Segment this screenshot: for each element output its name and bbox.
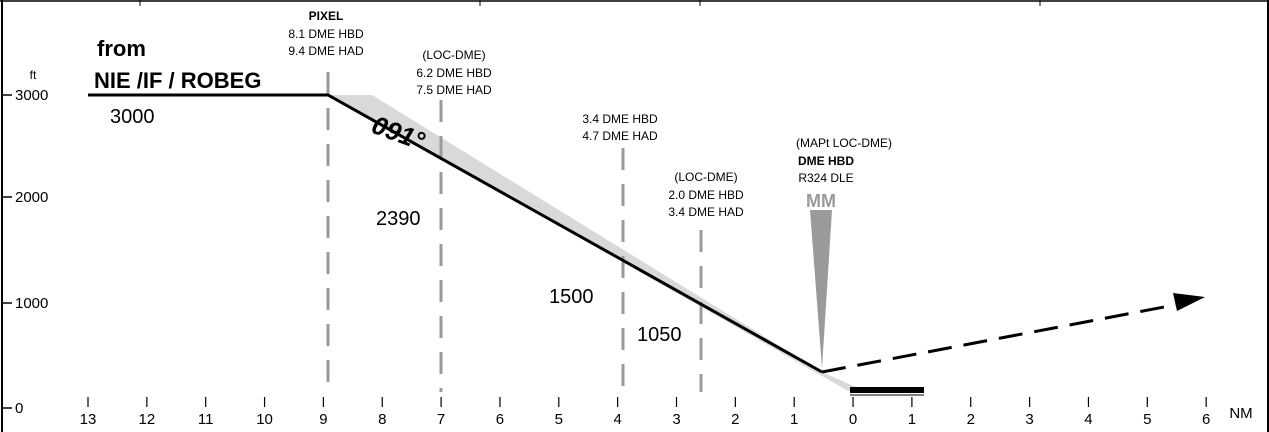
altitude-tick-label: 2000 [15,189,48,206]
altitude-tick-label: 3000 [15,87,48,104]
altitude-unit: ft [30,68,37,82]
distance-tick-label: 9 [319,411,327,428]
distance-tick-label: 2 [731,411,739,428]
from-label: from [97,36,146,61]
distance-tick-label: 13 [80,411,97,428]
missed-approach-path [821,302,1181,374]
distance-tick-label: 6 [1202,411,1210,428]
fix-label-line: 8.1 DME HBD [288,27,364,41]
fix-label-3-4: 3.4 DME HBD 4.7 DME HAD [582,112,658,143]
distance-tick-label: 10 [256,411,273,428]
altitude-axis: 3000 2000 1000 0 [2,87,48,417]
fix-label-line: (LOC-DME) [422,48,485,62]
fix-label-line: 3.4 DME HBD [582,112,658,126]
initial-altitude-label: 3000 [110,106,155,128]
fix-label-line: 7.5 DME HAD [416,83,492,97]
distance-tick-label: 3 [1025,411,1033,428]
fix-label-line: 9.4 DME HAD [288,44,364,58]
fix-label-loc-dme-6-2: (LOC-DME) 6.2 DME HBD 7.5 DME HAD [416,48,492,97]
fix-label-loc-dme-2-0: (LOC-DME) 2.0 DME HBD 3.4 DME HAD [668,170,744,219]
approach-profile-line [88,93,823,374]
distance-tick-label: 5 [555,411,563,428]
distance-tick-label: 0 [849,411,857,428]
fix-label-line: 3.4 DME HAD [668,205,744,219]
fix-label-line: (MAPt LOC-DME) [796,136,892,150]
distance-tick-label: 8 [378,411,386,428]
altitude-tick-label: 1000 [15,295,48,312]
fix-label-line: 2.0 DME HBD [668,188,744,202]
altitude-tick-label: 0 [15,400,23,417]
distance-tick-label: 4 [1084,411,1092,428]
fix-label-line: 4.7 DME HAD [582,129,658,143]
middle-marker-icon [810,210,832,368]
distance-tick-label: 1 [908,411,916,428]
distance-tick-label: 3 [672,411,680,428]
crossing-altitude-label: 2390 [376,208,421,230]
distance-unit: NM [1229,405,1252,422]
fix-label-line: PIXEL [309,9,344,23]
distance-tick-label: 4 [613,411,621,428]
distance-tick-label: 11 [198,411,214,428]
runway-bar [850,387,924,393]
distance-axis: 13 12 11 10 9 8 7 6 5 4 3 2 1 0 1 2 3 4 5 6 [80,397,1210,428]
fix-label-line: 6.2 DME HBD [416,66,492,80]
distance-tick-label: 5 [1143,411,1151,428]
distance-tick-label: 6 [496,411,504,428]
distance-tick-label: 12 [139,411,156,428]
crossing-altitude-label: 1500 [549,286,594,308]
fix-label-line: (LOC-DME) [674,170,737,184]
middle-marker-label: MM [806,191,836,211]
fix-label-line: DME HBD [798,154,854,168]
inbound-course-label: 091° [368,109,429,156]
missed-approach-arrow-icon [1173,293,1205,311]
crossing-altitude-label: 1050 [637,324,682,346]
fix-label-mapt: (MAPt LOC-DME) DME HBD R324 DLE [796,136,892,185]
origin-fix-label: NIE /IF / ROBEG [94,68,261,93]
fix-label-line: R324 DLE [798,171,853,185]
distance-tick-label: 1 [790,411,798,428]
fix-label-pixel: PIXEL 8.1 DME HBD 9.4 DME HAD [288,9,364,58]
distance-tick-label: 7 [437,411,445,428]
distance-tick-label: 2 [967,411,975,428]
